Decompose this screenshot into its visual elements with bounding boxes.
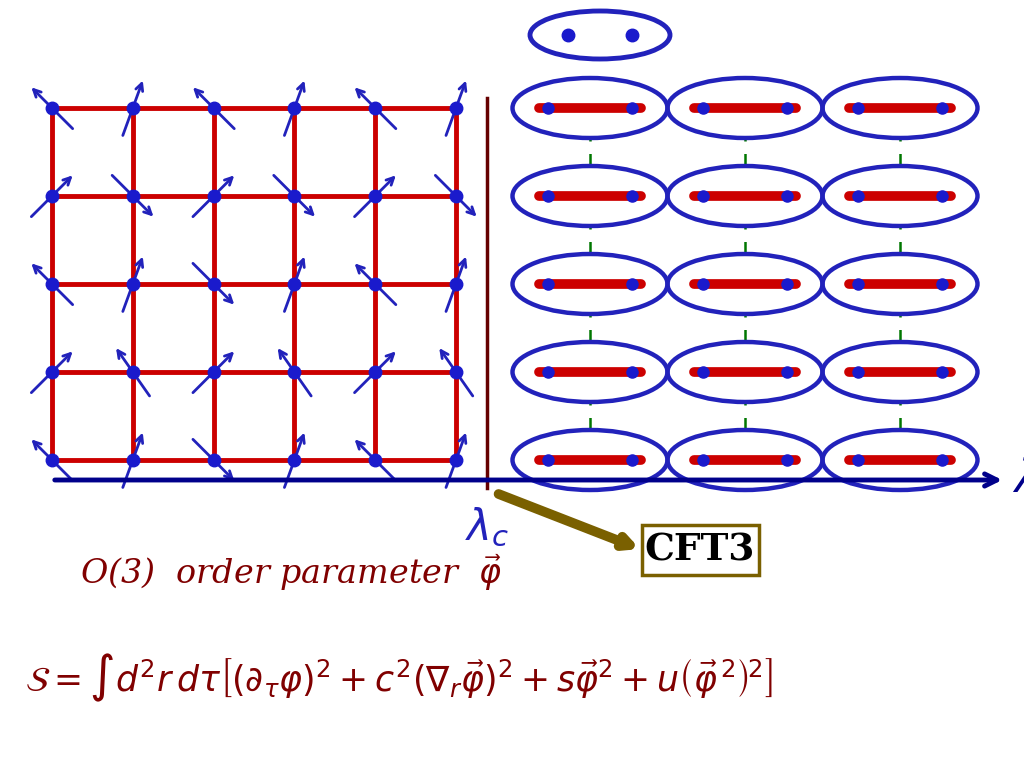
Text: $\lambda_c$: $\lambda_c$ [465, 506, 509, 549]
Text: CFT3: CFT3 [645, 531, 755, 568]
Text: $\mathcal{S} = \int d^2r\,d\tau\left[ (\partial_\tau\varphi)^2 + c^2(\nabla_r\ve: $\mathcal{S} = \int d^2r\,d\tau\left[ (\… [25, 652, 773, 704]
Text: $\lambda$: $\lambda$ [1012, 458, 1024, 502]
FancyBboxPatch shape [641, 525, 759, 575]
Text: O(3)  order parameter  $\vec{\varphi}$: O(3) order parameter $\vec{\varphi}$ [80, 553, 502, 594]
